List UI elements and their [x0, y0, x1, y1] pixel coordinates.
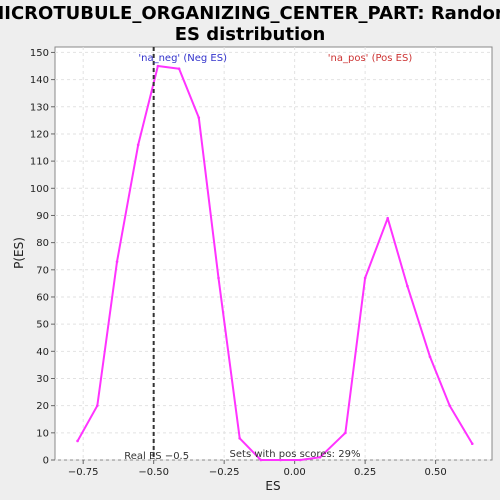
- data-point: [428, 355, 432, 359]
- data-point: [318, 455, 322, 459]
- y-tick-label: 120: [30, 129, 49, 140]
- y-tick-label: 100: [30, 184, 49, 195]
- x-tick-label: −0.25: [209, 467, 240, 478]
- data-point: [298, 458, 302, 462]
- y-tick-label: 30: [36, 374, 49, 385]
- sets-pos-label: Sets with pos scores: 29%: [230, 449, 361, 460]
- y-tick-label: 40: [36, 347, 49, 358]
- y-tick-label: 0: [43, 456, 49, 467]
- pos-es-label: 'na_pos' (Pos ES): [328, 53, 413, 64]
- series-layer: [76, 64, 474, 462]
- data-point: [95, 404, 99, 407]
- neg-es-label: 'na_neg' (Neg ES): [138, 53, 227, 64]
- data-point: [470, 442, 474, 445]
- chart-title-line-1: MICROTUBULE_ORGANIZING_CENTER_PART: Rand…: [0, 3, 500, 24]
- data-point: [156, 64, 160, 68]
- data-point: [238, 436, 241, 440]
- data-point: [406, 284, 409, 288]
- y-tick-label: 110: [30, 157, 49, 168]
- chart-title-line-2: ES distribution: [175, 24, 326, 45]
- y-tick-label: 90: [36, 211, 49, 222]
- x-axis-label: ES: [265, 479, 280, 493]
- y-tick-label: 60: [36, 292, 49, 303]
- x-tick-label: 0.50: [424, 467, 446, 478]
- x-tick-label: 0.25: [354, 467, 376, 478]
- real-es-label: Real ES −0.5: [124, 451, 189, 462]
- y-tick-label: 50: [36, 320, 49, 331]
- distribution-line: [76, 65, 474, 461]
- plot-area: [54, 46, 493, 461]
- axes: 0 10 20 30 40 50 60 70 80 90 100 110 120 130 140 150 −0.…: [30, 48, 447, 478]
- y-axis-label: P(ES): [12, 237, 26, 269]
- data-point: [344, 431, 347, 435]
- y-tick-label: 20: [36, 401, 49, 412]
- y-tick-label: 80: [36, 238, 49, 249]
- data-point: [76, 439, 79, 443]
- x-tick-label: −0.75: [68, 467, 99, 478]
- data-point: [197, 116, 201, 119]
- data-point: [279, 458, 282, 462]
- x-tick-label: −0.50: [138, 467, 169, 478]
- data-point: [386, 216, 389, 220]
- y-tick-label: 130: [30, 102, 49, 113]
- data-point: [363, 276, 367, 280]
- data-point: [136, 143, 140, 147]
- y-tick-label: 70: [36, 265, 49, 276]
- y-tick-label: 150: [30, 48, 49, 59]
- data-point: [448, 404, 452, 407]
- x-tick-label: 0.00: [284, 467, 306, 478]
- data-point: [115, 260, 119, 263]
- data-point: [217, 276, 220, 280]
- data-point: [259, 458, 263, 462]
- data-point: [177, 67, 181, 71]
- y-tick-label: 10: [36, 428, 49, 439]
- y-tick-label: 140: [30, 75, 49, 86]
